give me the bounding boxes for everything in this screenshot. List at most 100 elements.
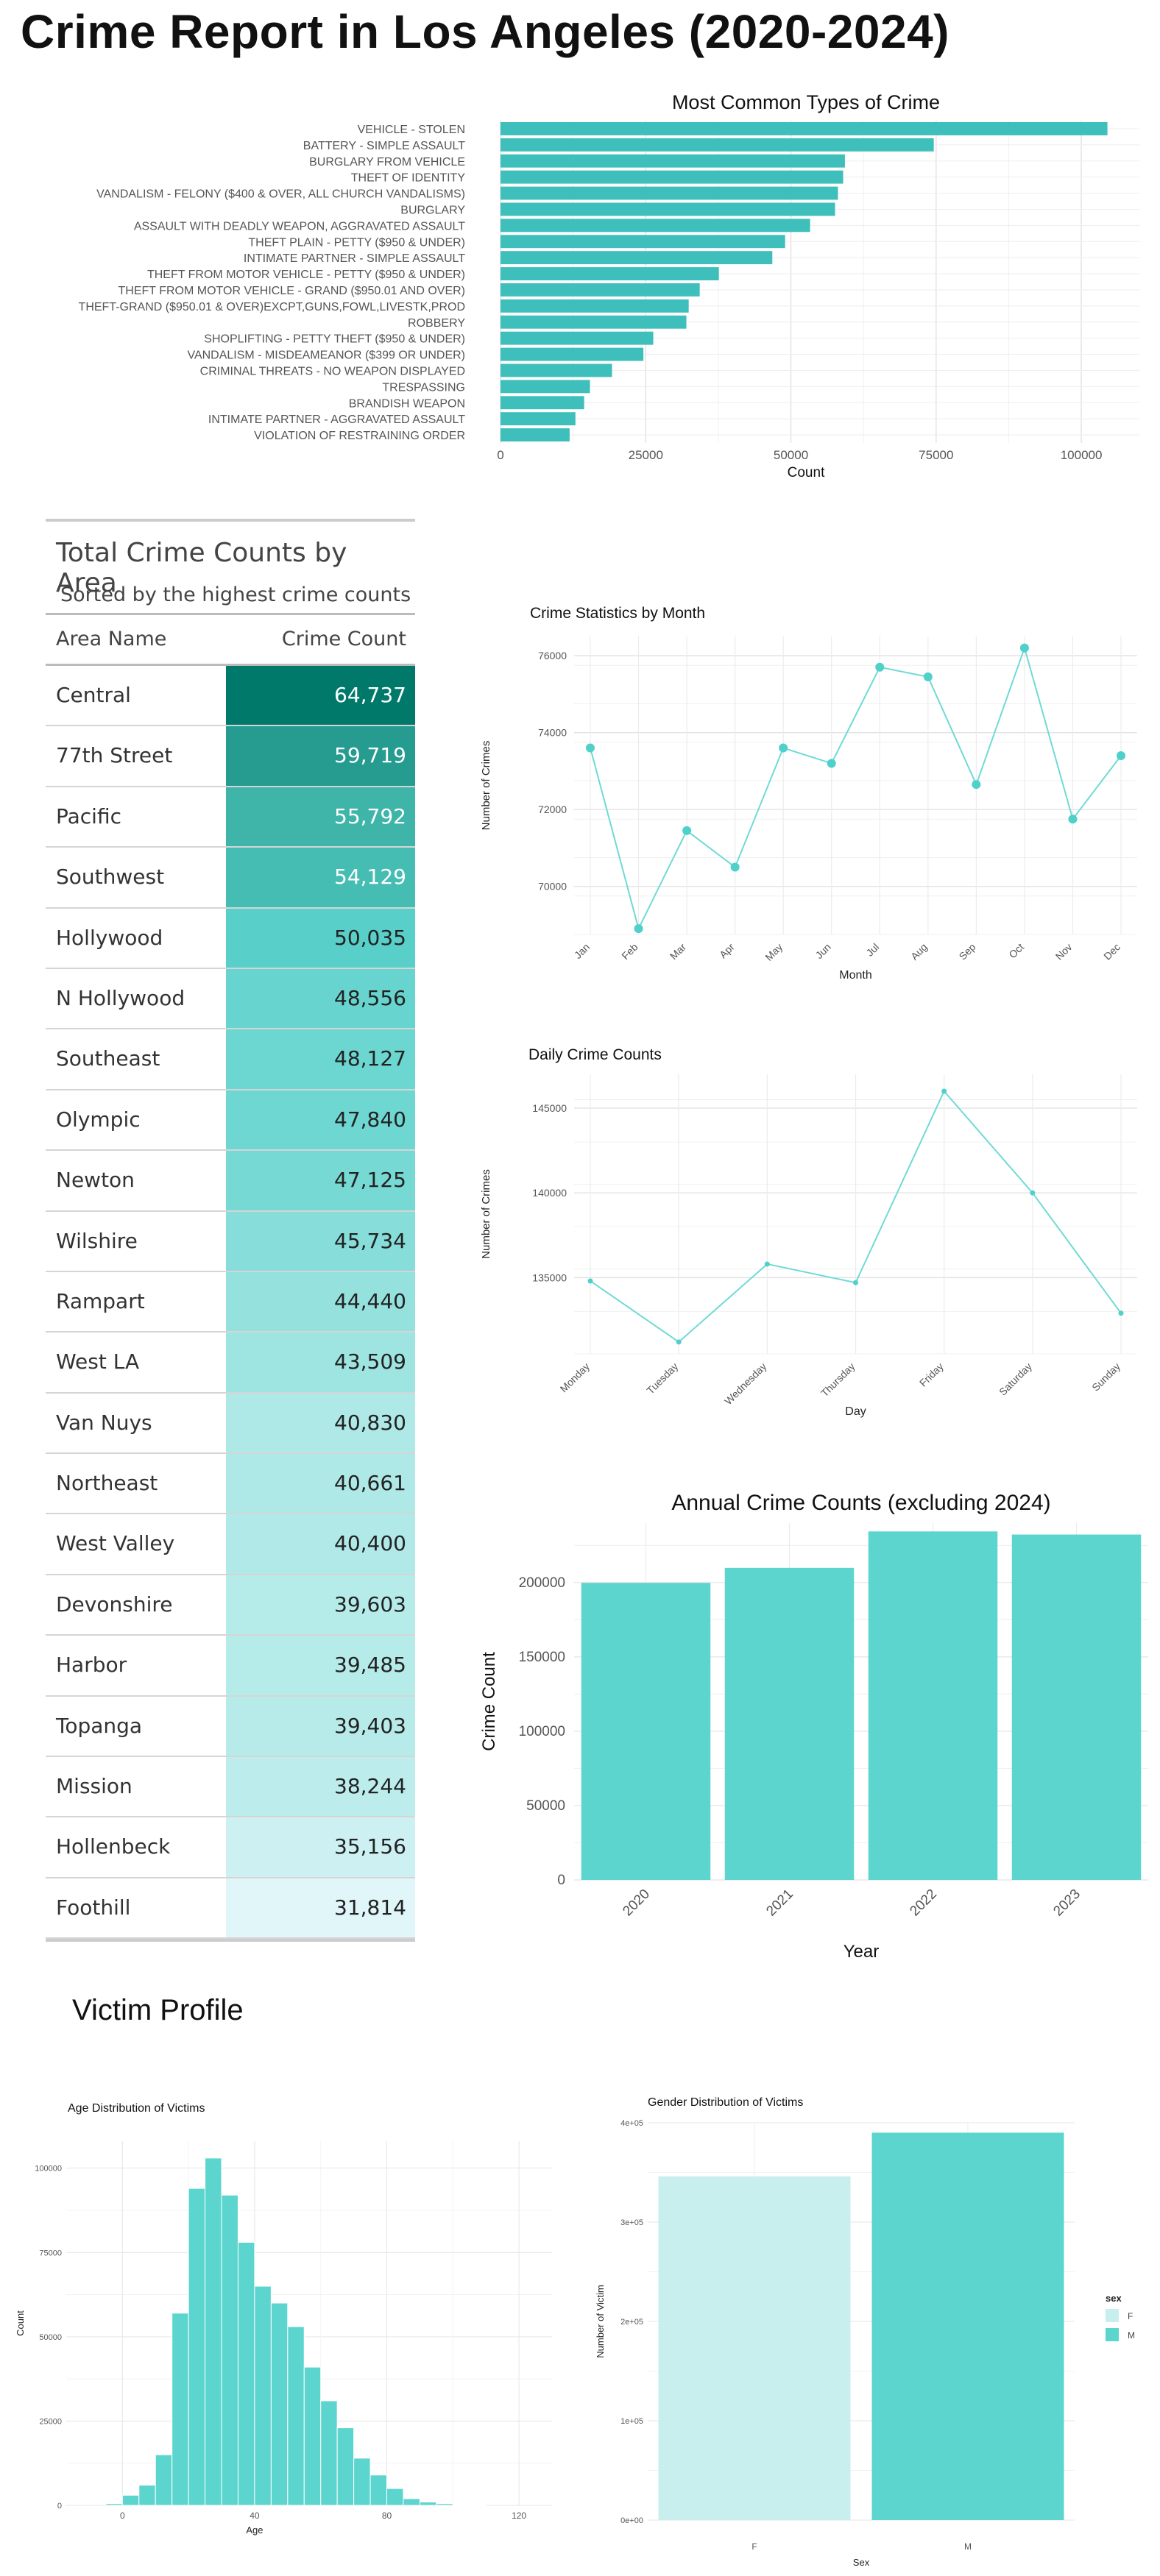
category-label: THEFT FROM MOTOR VEHICLE - GRAND ($950.0… [119,285,466,297]
area-name: Hollenbeck [56,1834,171,1859]
histogram-bar [287,2326,305,2506]
category-label: ASSAULT WITH DEADLY WEAPON, AGGRAVATED A… [134,220,465,233]
histogram-bar [353,2458,371,2506]
histogram-bar [254,2285,272,2506]
bar [501,202,835,216]
x-axis-label: Year [844,1942,880,1962]
crime-count: 40,400 [226,1514,415,1574]
y-tick-label: 50000 [526,1798,565,1814]
table-row: Topanga 39,403 [46,1696,415,1758]
x-tick-label: Sunday [1089,1360,1122,1394]
bar [501,235,785,249]
histogram-bar [386,2488,404,2506]
table-row: Mission 38,244 [46,1757,415,1818]
crime-count: 40,830 [226,1393,415,1453]
bar [501,122,1108,135]
table-row: N Hollywood 48,556 [46,968,415,1030]
category-label: TRESPASSING [382,381,465,394]
data-point [972,780,981,790]
data-point [1019,643,1029,653]
histogram-bar [270,2302,289,2506]
crime-count: 54,129 [226,848,415,907]
bar [1011,1534,1142,1880]
bar [724,1567,855,1880]
table-subtitle: Sorted by the highest crime counts [46,578,415,615]
victim-profile-title: Victim Profile [72,1994,244,2026]
y-axis-label: Number of Victim [595,2285,606,2357]
crime-count: 38,244 [226,1757,415,1817]
x-tick-label: Sep [957,941,978,962]
bar [501,267,719,280]
crime-count: 59,719 [226,726,415,786]
x-tick-label: M [964,2541,972,2552]
legend-label: F [1128,2311,1133,2321]
table-row: Harbor 39,485 [46,1636,415,1697]
x-tick-label: Aug [908,941,930,962]
x-tick-label: Apr [717,941,737,961]
x-tick-label: 100000 [1061,448,1103,462]
y-tick-label: 75000 [39,2249,62,2257]
data-point [676,1339,682,1345]
y-tick-label: 0 [57,2502,62,2511]
y-tick-label: 25000 [39,2417,62,2426]
histogram-bar [188,2188,206,2506]
area-name: Van Nuys [56,1410,152,1435]
crime-count: 47,840 [226,1090,415,1150]
y-tick-label: 100000 [35,2165,62,2174]
y-axis-label: Number of Crimes [480,1169,492,1259]
x-tick-label: 80 [382,2511,392,2521]
table-row: Southeast 48,127 [46,1029,415,1090]
bar [501,396,584,410]
data-point [923,672,933,681]
data-point [1118,1310,1124,1316]
category-label: THEFT OF IDENTITY [351,172,466,185]
crime-count: 47,125 [226,1151,415,1210]
histogram-bar [205,2157,222,2506]
x-tick-label: 50000 [774,448,808,462]
bar [501,380,590,394]
area-crime-table: Total Crime Counts by Area Sorted by the… [46,519,415,1942]
area-name: Devonshire [56,1592,173,1617]
table-row: Southwest 54,129 [46,848,415,909]
chart-title: Crime Statistics by Month [530,605,705,622]
category-label: THEFT-GRAND ($950.01 & OVER)EXCPT,GUNS,F… [79,301,465,313]
data-point [1117,751,1125,760]
histogram-bar [155,2454,173,2506]
category-label: BURGLARY [400,204,465,216]
bar [501,363,612,377]
crime-count-header: Crime Count [281,628,406,650]
y-tick-label: 72000 [538,803,567,815]
crime-count: 48,127 [226,1029,415,1089]
x-tick-label: 2021 [763,1887,796,1920]
table-bottom-rule [46,1939,415,1942]
x-tick-label: Oct [1006,941,1026,961]
crime-count: 31,814 [226,1878,415,1938]
bar [501,428,570,441]
histogram-bar [171,2313,189,2506]
y-tick-label: 0 [557,1873,565,1888]
x-tick-label: 40 [250,2511,260,2521]
table-body: Central 64,737 77th Street 59,719 Pacific 55,… [46,666,415,1940]
y-tick-label: 1e+05 [620,2417,643,2426]
chart-title: Annual Crime Counts (excluding 2024) [671,1491,1050,1515]
histogram-bar [369,2474,388,2506]
area-name: Topanga [56,1713,143,1738]
histogram-bar [403,2498,420,2506]
y-tick-label: 76000 [538,650,567,661]
crime-count: 44,440 [226,1271,415,1332]
crime-count: 64,737 [226,666,415,725]
y-tick-label: 150000 [519,1650,565,1665]
crime-count: 55,792 [226,787,415,847]
x-tick-label: 0 [497,448,503,462]
x-axis-label: Month [839,969,871,982]
table-row: Hollenbeck 35,156 [46,1817,415,1878]
crime-count: 43,509 [226,1333,415,1392]
x-tick-label: Feb [619,941,640,962]
table-row: Van Nuys 40,830 [46,1393,415,1455]
series-line [590,645,1122,931]
y-tick-label: 200000 [519,1575,565,1591]
category-label: INTIMATE PARTNER - SIMPLE ASSAULT [244,252,465,265]
table-row: West Valley 40,400 [46,1514,415,1575]
area-name: Pacific [56,803,121,828]
table-row: Rampart 44,440 [46,1271,415,1333]
